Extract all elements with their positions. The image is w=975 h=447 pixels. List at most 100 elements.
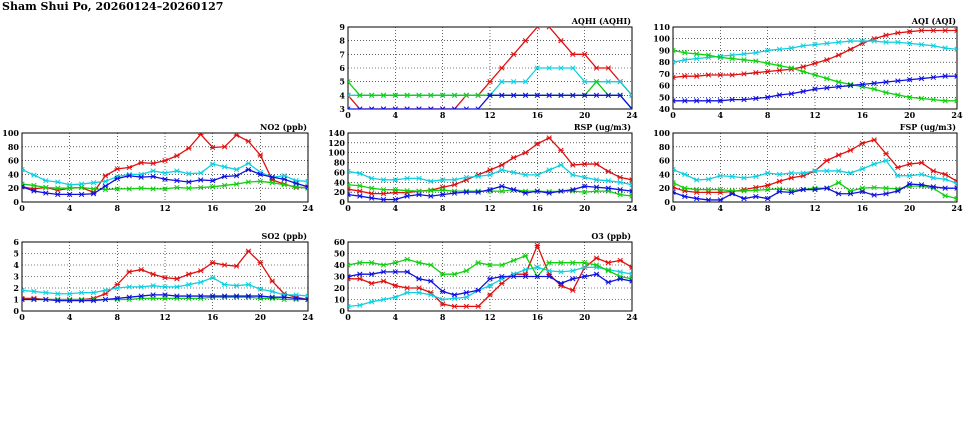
x-tick-label: 8 (765, 203, 771, 213)
data-point (753, 50, 759, 56)
data-point-stroke (465, 106, 469, 109)
data-point (510, 154, 517, 161)
data-point (428, 262, 434, 268)
y-tick-label: 60 (659, 81, 671, 91)
data-point (138, 266, 144, 273)
data-point (906, 181, 913, 187)
x-tick-label: 12 (159, 203, 170, 213)
data-point (487, 187, 493, 193)
y-tick-label: 80 (659, 57, 671, 67)
data-point (753, 187, 759, 193)
x-tick-label: 12 (484, 312, 495, 322)
data-point-stroke (629, 264, 632, 269)
data-point (764, 47, 771, 54)
data-point (510, 187, 517, 193)
data-point (499, 162, 505, 168)
data-point (847, 38, 854, 44)
data-point (800, 43, 806, 49)
y-tick-label: 120 (328, 138, 345, 148)
data-point (954, 27, 957, 34)
data-point (693, 73, 700, 79)
data-point (439, 301, 446, 307)
data-point-stroke (546, 27, 550, 30)
data-point-stroke (359, 106, 363, 109)
data-point (629, 92, 632, 98)
data-point (717, 197, 724, 202)
data-point (102, 287, 109, 293)
y-tick-label: 5 (339, 77, 345, 87)
data-point (741, 188, 747, 194)
data-point (357, 106, 363, 109)
data-point (741, 71, 747, 77)
data-point-stroke (629, 278, 632, 282)
data-point-stroke (534, 27, 539, 30)
data-point (546, 273, 552, 280)
y-tick-label: 5 (13, 249, 19, 259)
data-point (593, 184, 600, 190)
data-point (197, 184, 204, 191)
data-point (451, 292, 458, 298)
data-point (380, 190, 387, 197)
data-point-stroke (673, 191, 676, 195)
x-tick-label: 4 (393, 110, 399, 120)
data-point (439, 296, 446, 303)
data-point-stroke (673, 181, 676, 186)
data-point (942, 185, 948, 191)
data-point-stroke (348, 193, 351, 198)
data-point-stroke (394, 106, 398, 109)
data-point (570, 51, 576, 57)
data-point (357, 193, 363, 199)
data-point (570, 268, 576, 274)
plot-frame (347, 132, 633, 203)
data-point (581, 92, 588, 98)
data-point (209, 274, 216, 281)
data-point (682, 171, 688, 178)
data-point (871, 86, 877, 92)
data-point (673, 59, 676, 65)
data-point (558, 38, 564, 44)
y-tick-label: 40 (659, 169, 671, 179)
data-point-stroke (629, 188, 632, 192)
data-point (895, 39, 901, 45)
data-point-stroke (22, 298, 25, 303)
y-tick-label: 1 (13, 295, 19, 305)
data-point (693, 189, 700, 195)
data-point (233, 133, 240, 138)
data-point (522, 172, 529, 178)
x-tick-label: 12 (484, 110, 495, 120)
data-point (705, 176, 712, 182)
data-point (705, 98, 712, 104)
data-point (788, 45, 795, 51)
data-point (693, 177, 700, 183)
data-point (764, 182, 771, 189)
x-tick-label: 24 (951, 110, 963, 120)
data-point (463, 303, 470, 310)
data-point (629, 271, 632, 277)
data-point (895, 30, 901, 36)
data-point (764, 94, 771, 100)
data-point (233, 166, 240, 173)
data-point (404, 285, 410, 291)
data-point (428, 92, 434, 98)
data-point (776, 178, 783, 184)
data-point (54, 179, 61, 185)
data-point (764, 60, 771, 66)
data-point (392, 196, 399, 202)
data-point (918, 41, 925, 48)
data-point (558, 92, 564, 98)
data-point-stroke (673, 61, 676, 65)
data-point-stroke (406, 106, 410, 109)
data-point (66, 297, 73, 304)
data-point (221, 182, 228, 189)
data-point (66, 291, 73, 297)
data-point (209, 184, 216, 190)
data-point (617, 269, 623, 275)
data-point (883, 39, 889, 45)
data-point (114, 295, 121, 302)
data-point (78, 191, 85, 198)
data-point-stroke (673, 100, 676, 104)
data-point-stroke (305, 296, 308, 301)
data-point-stroke (357, 106, 361, 109)
data-point-stroke (629, 266, 632, 270)
